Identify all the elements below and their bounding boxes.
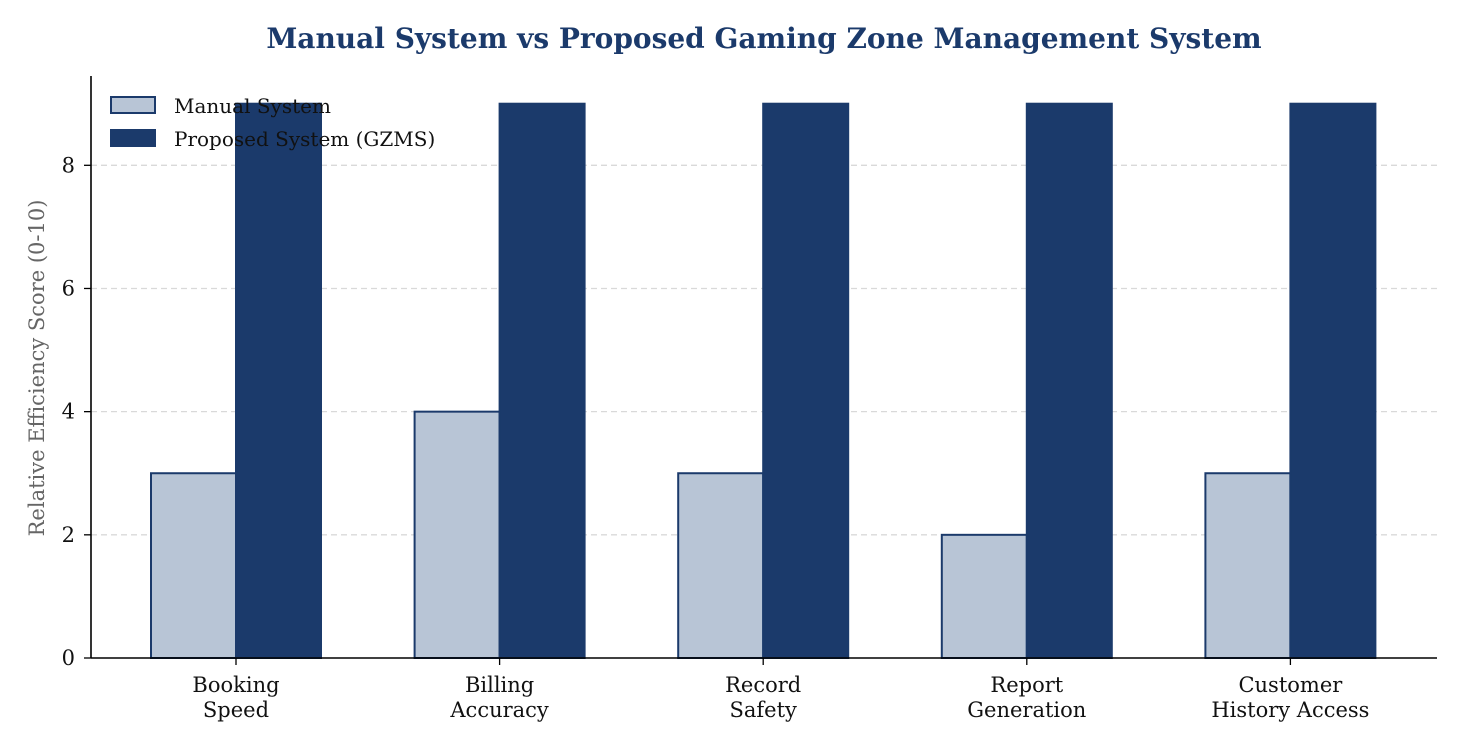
x-tick-label-line: Billing bbox=[465, 673, 534, 697]
manual-bar bbox=[677, 472, 765, 659]
manual-bar bbox=[413, 410, 501, 659]
manual-bar bbox=[1204, 472, 1292, 659]
legend-label: Proposed System (GZMS) bbox=[174, 127, 435, 151]
x-tick-label-line: Record bbox=[725, 673, 801, 697]
y-tick-label: 0 bbox=[62, 646, 75, 670]
y-tick-label: 4 bbox=[62, 400, 75, 424]
manual-bar bbox=[150, 472, 237, 659]
x-tick-label-line: Speed bbox=[203, 698, 269, 722]
axes bbox=[90, 76, 1437, 659]
x-tick-label-line: Report bbox=[990, 673, 1063, 697]
proposed-bar bbox=[1289, 102, 1377, 659]
manual-bar bbox=[940, 533, 1028, 659]
y-ticks: 0 2 4 6 8 bbox=[62, 153, 91, 670]
x-tick-label: Booking Speed bbox=[192, 673, 279, 722]
proposed-bar bbox=[498, 102, 586, 659]
legend-label: Manual System bbox=[174, 94, 331, 118]
y-tick-label: 2 bbox=[62, 523, 75, 547]
bars bbox=[150, 102, 1377, 659]
chart-title: Manual System vs Proposed Gaming Zone Ma… bbox=[266, 22, 1261, 55]
x-tick-label: Record Safety bbox=[725, 673, 801, 722]
x-tick-label-line: Generation bbox=[967, 698, 1086, 722]
y-axis-label: Relative Efficiency Score (0-10) bbox=[25, 200, 49, 537]
x-tick-label-line: History Access bbox=[1211, 698, 1369, 722]
x-tick-label-line: Booking bbox=[192, 673, 279, 697]
x-tick-label-line: Accuracy bbox=[449, 698, 549, 722]
proposed-bar bbox=[762, 102, 850, 659]
legend-swatch bbox=[110, 96, 156, 114]
y-tick-label: 6 bbox=[62, 276, 75, 300]
y-tick-label: 8 bbox=[62, 153, 75, 177]
legend-swatch bbox=[110, 129, 156, 147]
proposed-bar bbox=[1025, 102, 1113, 659]
x-tick-label-line: Customer bbox=[1238, 673, 1343, 697]
x-tick-label-line: Safety bbox=[729, 698, 797, 722]
x-tick-label: Billing Accuracy bbox=[449, 673, 549, 722]
x-tick-label: Report Generation bbox=[967, 673, 1086, 722]
proposed-bar bbox=[235, 102, 322, 659]
x-tick-label: Customer History Access bbox=[1211, 673, 1369, 722]
legend: Manual System Proposed System (GZMS) bbox=[110, 94, 435, 151]
